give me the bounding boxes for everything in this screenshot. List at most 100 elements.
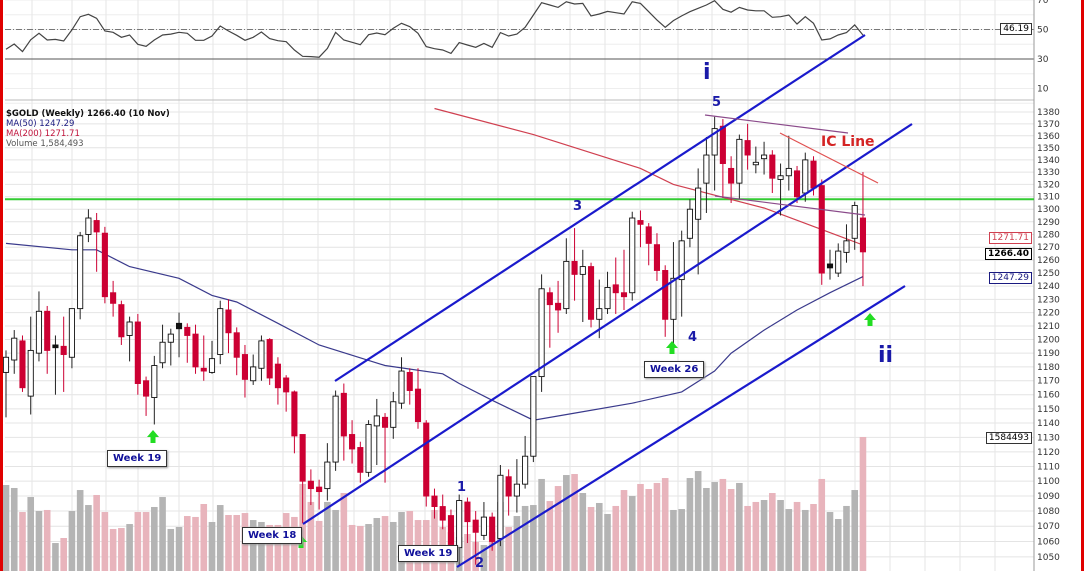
ic-trend-line xyxy=(779,132,879,184)
candle-body xyxy=(736,138,743,184)
volume-bar xyxy=(488,532,496,571)
volume-bar xyxy=(653,482,661,571)
volume-bar xyxy=(579,493,587,571)
candle-body xyxy=(769,154,776,179)
wave-label-ii: ii xyxy=(878,343,894,368)
candle-body xyxy=(175,322,183,330)
candle-body xyxy=(414,388,422,423)
wave-label-4: 4 xyxy=(688,330,698,345)
legend-volume: Volume 1,584,493 xyxy=(6,139,84,149)
price-tick-label: 1370 xyxy=(1037,120,1060,130)
volume-bar xyxy=(324,501,331,571)
candle-body xyxy=(316,486,323,493)
volume-bar xyxy=(464,534,471,571)
ma50-value-label: 1247.29 xyxy=(988,272,1032,284)
candle-body xyxy=(835,250,842,274)
candle-body xyxy=(612,284,619,294)
volume-bar xyxy=(752,501,760,571)
candle-body xyxy=(686,208,693,239)
candle-body xyxy=(143,380,150,397)
candle-body xyxy=(52,344,59,349)
volume-bar xyxy=(357,525,364,571)
price-tick-label: 1200 xyxy=(1037,336,1060,346)
candle-body xyxy=(596,308,603,320)
volume-bar xyxy=(43,509,51,571)
candle-body xyxy=(126,321,133,336)
price-tick-label: 1140 xyxy=(1037,419,1060,429)
volume-bar xyxy=(332,509,339,571)
volume-bar xyxy=(233,515,241,571)
green-up-arrow-icon xyxy=(864,313,876,326)
volume-bar xyxy=(373,517,381,571)
rsi-tick-label: 50 xyxy=(1037,26,1049,36)
candle-body xyxy=(604,287,611,310)
candle-body xyxy=(752,161,759,166)
volume-bar xyxy=(546,501,554,571)
candle-body xyxy=(274,363,281,389)
volume-bar xyxy=(109,528,117,571)
volume-bar xyxy=(736,482,743,571)
volume-bar xyxy=(10,487,18,571)
candle-body xyxy=(101,232,108,298)
volume-bar xyxy=(175,527,183,571)
price-tick-label: 1330 xyxy=(1037,168,1060,178)
channel-upper-line xyxy=(334,34,866,382)
price-tick-label: 1270 xyxy=(1037,243,1060,253)
rsi-value-label: 46.19 xyxy=(1000,23,1032,35)
ma50-line xyxy=(5,242,864,421)
price-tick-label: 1350 xyxy=(1037,144,1060,154)
rsi-tick-label: 30 xyxy=(1037,55,1049,65)
volume-bar xyxy=(183,516,191,571)
volume-bar xyxy=(571,474,578,571)
volume-bar xyxy=(340,493,348,571)
volume-bar xyxy=(167,528,175,571)
candle-body xyxy=(793,170,801,198)
price-tick-label: 1190 xyxy=(1037,349,1060,359)
candle-body xyxy=(620,292,628,298)
close-value-label: 1266.40 xyxy=(985,248,1032,260)
volume-bar xyxy=(711,482,718,571)
candle-body xyxy=(11,337,18,361)
volume-bar xyxy=(249,520,257,571)
volume-bar xyxy=(628,496,636,571)
volume-bar xyxy=(703,487,710,571)
green-up-arrow-icon xyxy=(147,430,159,443)
volume-bar xyxy=(27,497,35,571)
volume-bar xyxy=(35,510,43,571)
candle-body xyxy=(35,310,43,354)
candle-body xyxy=(579,266,586,275)
volume-bar xyxy=(810,504,817,571)
volume-bar xyxy=(727,489,735,571)
candle-body xyxy=(291,391,298,437)
candle-body xyxy=(151,365,158,398)
candle-body xyxy=(93,220,100,233)
candle-body xyxy=(555,302,562,311)
volume-bar xyxy=(777,500,784,571)
volume-bar xyxy=(19,512,26,571)
volume-bar xyxy=(200,504,208,571)
volume-bar xyxy=(859,437,867,571)
volume-bar xyxy=(126,524,133,571)
candle-body xyxy=(587,266,595,320)
candle-body xyxy=(546,292,553,306)
candle-body xyxy=(241,354,249,380)
candle-body xyxy=(373,415,380,427)
volume-bar xyxy=(307,501,315,571)
volume-bar xyxy=(225,515,232,571)
legend-title: $GOLD (Weekly) 1266.40 (10 Nov) xyxy=(6,109,170,119)
volume-bar xyxy=(793,501,801,571)
price-tick-label: 1060 xyxy=(1037,537,1060,547)
candle-body xyxy=(464,501,471,523)
candle-body xyxy=(472,519,479,533)
candle-body xyxy=(513,483,520,497)
volume-bar xyxy=(595,502,603,571)
candle-body xyxy=(785,167,792,177)
volume-bar xyxy=(299,483,306,571)
candle-body xyxy=(711,128,718,156)
price-tick-label: 1170 xyxy=(1037,377,1060,387)
candle-body xyxy=(447,515,455,549)
candle-body xyxy=(184,326,191,336)
wave-label-i: i xyxy=(703,60,711,85)
candle-body xyxy=(134,321,141,384)
volume-bar xyxy=(258,521,265,571)
